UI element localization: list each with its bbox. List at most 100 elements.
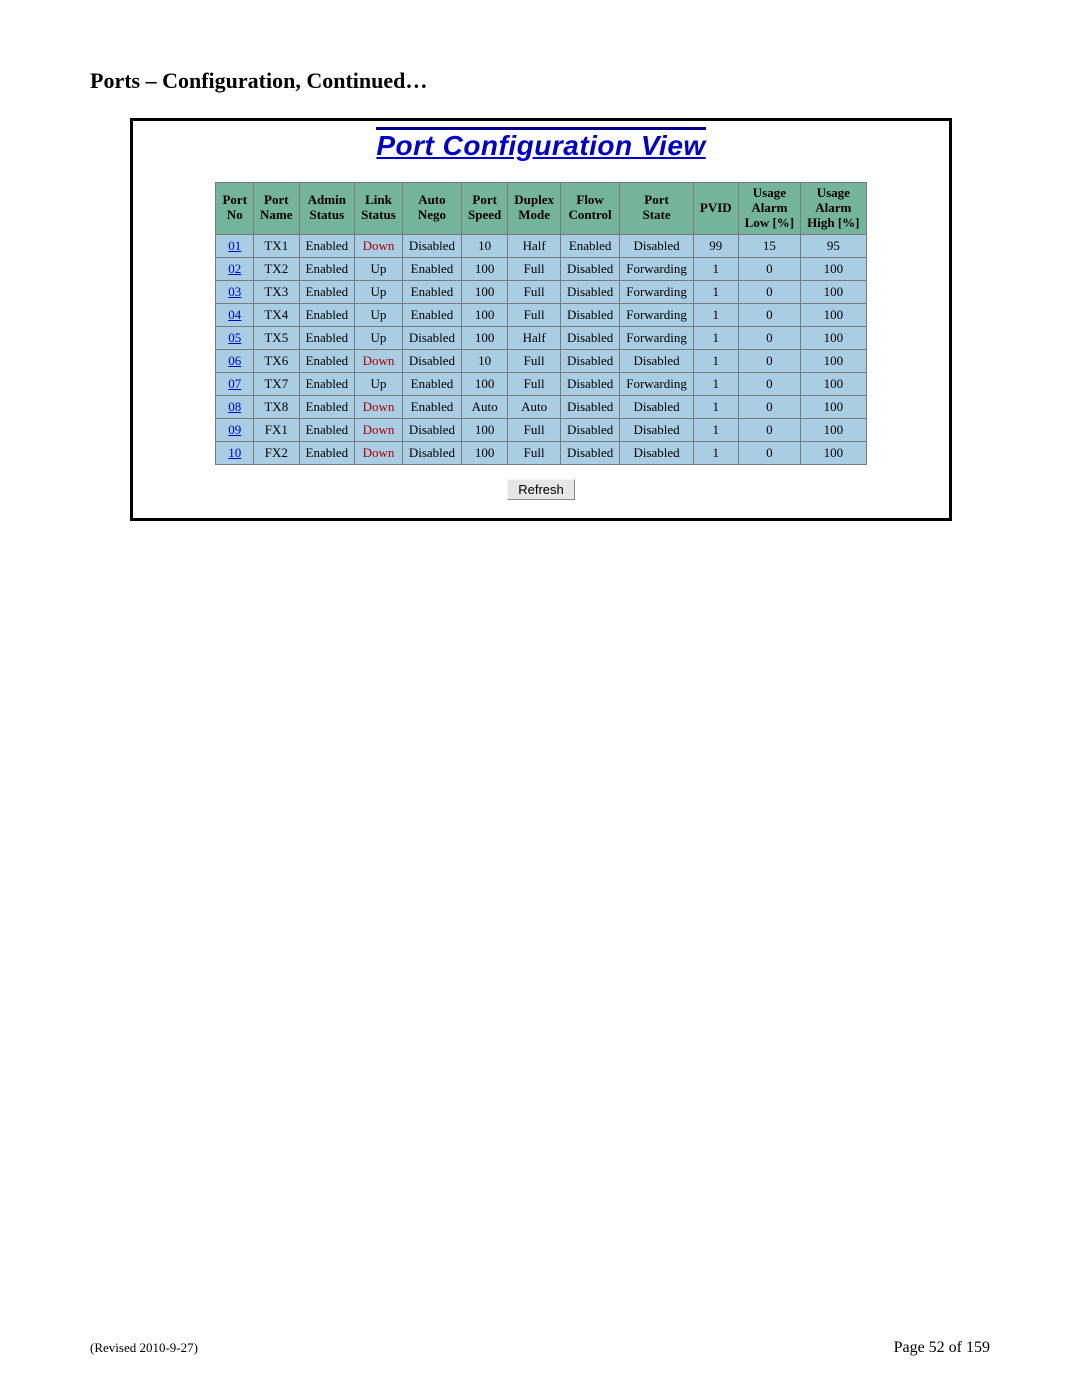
cell-usage-low: 0	[738, 326, 800, 349]
page-footer: (Revised 2010-9-27) Page 52 of 159	[90, 1339, 990, 1357]
table-row: 03TX3EnabledUpEnabled100FullDisabledForw…	[216, 280, 866, 303]
cell-duplex-mode: Full	[508, 257, 561, 280]
cell-port-no: 05	[216, 326, 254, 349]
cell-link-status: Down	[355, 441, 403, 464]
cell-port-no: 08	[216, 395, 254, 418]
cell-admin-status: Enabled	[299, 326, 355, 349]
cell-port-speed: 100	[462, 257, 508, 280]
cell-port-speed: 100	[462, 372, 508, 395]
cell-port-state: Disabled	[620, 234, 694, 257]
table-row: 06TX6EnabledDownDisabled10FullDisabledDi…	[216, 349, 866, 372]
cell-flow-control: Disabled	[561, 257, 620, 280]
cell-port-state: Disabled	[620, 418, 694, 441]
cell-usage-high: 100	[801, 372, 866, 395]
port-number-link[interactable]: 04	[228, 307, 241, 322]
port-number-link[interactable]: 08	[228, 399, 241, 414]
cell-flow-control: Disabled	[561, 395, 620, 418]
table-row: 07TX7EnabledUpEnabled100FullDisabledForw…	[216, 372, 866, 395]
cell-link-status: Down	[355, 418, 403, 441]
cell-port-speed: 10	[462, 349, 508, 372]
cell-usage-high: 100	[801, 349, 866, 372]
cell-port-no: 02	[216, 257, 254, 280]
cell-admin-status: Enabled	[299, 280, 355, 303]
cell-port-no: 03	[216, 280, 254, 303]
port-number-link[interactable]: 10	[228, 445, 241, 460]
cell-port-no: 06	[216, 349, 254, 372]
refresh-button[interactable]: Refresh	[507, 479, 575, 500]
cell-pvid: 1	[693, 372, 738, 395]
port-number-link[interactable]: 05	[228, 330, 241, 345]
column-header: AutoNego	[402, 183, 461, 235]
port-number-link[interactable]: 07	[228, 376, 241, 391]
cell-link-status: Down	[355, 349, 403, 372]
cell-duplex-mode: Half	[508, 326, 561, 349]
cell-pvid: 1	[693, 349, 738, 372]
cell-pvid: 1	[693, 280, 738, 303]
cell-admin-status: Enabled	[299, 372, 355, 395]
cell-flow-control: Disabled	[561, 418, 620, 441]
cell-flow-control: Disabled	[561, 372, 620, 395]
table-row: 09FX1EnabledDownDisabled100FullDisabledD…	[216, 418, 866, 441]
column-header: PortName	[254, 183, 300, 235]
table-row: 02TX2EnabledUpEnabled100FullDisabledForw…	[216, 257, 866, 280]
port-number-link[interactable]: 01	[228, 238, 241, 253]
cell-port-speed: 10	[462, 234, 508, 257]
cell-port-state: Forwarding	[620, 257, 694, 280]
cell-pvid: 1	[693, 303, 738, 326]
cell-usage-low: 0	[738, 257, 800, 280]
cell-port-speed: 100	[462, 441, 508, 464]
cell-flow-control: Disabled	[561, 280, 620, 303]
cell-usage-low: 15	[738, 234, 800, 257]
cell-usage-high: 95	[801, 234, 866, 257]
table-header-row: PortNoPortNameAdminStatusLinkStatusAutoN…	[216, 183, 866, 235]
port-number-link[interactable]: 09	[228, 422, 241, 437]
cell-port-name: TX4	[254, 303, 300, 326]
cell-port-name: TX3	[254, 280, 300, 303]
cell-pvid: 1	[693, 326, 738, 349]
cell-usage-high: 100	[801, 441, 866, 464]
table-header: PortNoPortNameAdminStatusLinkStatusAutoN…	[216, 183, 866, 235]
cell-port-name: TX5	[254, 326, 300, 349]
port-number-link[interactable]: 03	[228, 284, 241, 299]
port-number-link[interactable]: 06	[228, 353, 241, 368]
cell-link-status: Up	[355, 257, 403, 280]
cell-usage-high: 100	[801, 326, 866, 349]
cell-port-speed: 100	[462, 418, 508, 441]
cell-pvid: 1	[693, 257, 738, 280]
column-header: AdminStatus	[299, 183, 355, 235]
cell-port-name: TX7	[254, 372, 300, 395]
cell-auto-nego: Enabled	[402, 257, 461, 280]
cell-port-speed: Auto	[462, 395, 508, 418]
cell-port-state: Forwarding	[620, 280, 694, 303]
cell-duplex-mode: Full	[508, 303, 561, 326]
cell-auto-nego: Enabled	[402, 280, 461, 303]
cell-duplex-mode: Half	[508, 234, 561, 257]
cell-port-name: TX1	[254, 234, 300, 257]
column-header: PortState	[620, 183, 694, 235]
cell-port-state: Forwarding	[620, 326, 694, 349]
cell-pvid: 99	[693, 234, 738, 257]
port-number-link[interactable]: 02	[228, 261, 241, 276]
port-config-table: PortNoPortNameAdminStatusLinkStatusAutoN…	[215, 182, 866, 465]
cell-link-status: Up	[355, 303, 403, 326]
cell-port-no: 01	[216, 234, 254, 257]
cell-port-no: 10	[216, 441, 254, 464]
cell-duplex-mode: Full	[508, 372, 561, 395]
cell-usage-high: 100	[801, 257, 866, 280]
cell-pvid: 1	[693, 441, 738, 464]
cell-link-status: Up	[355, 280, 403, 303]
cell-admin-status: Enabled	[299, 234, 355, 257]
cell-auto-nego: Enabled	[402, 395, 461, 418]
cell-auto-nego: Disabled	[402, 349, 461, 372]
cell-flow-control: Enabled	[561, 234, 620, 257]
cell-auto-nego: Enabled	[402, 372, 461, 395]
cell-auto-nego: Disabled	[402, 234, 461, 257]
cell-admin-status: Enabled	[299, 257, 355, 280]
cell-usage-low: 0	[738, 395, 800, 418]
cell-auto-nego: Disabled	[402, 326, 461, 349]
cell-link-status: Down	[355, 395, 403, 418]
port-config-panel: Port Configuration View PortNoPortNameAd…	[130, 118, 952, 521]
table-row: 01TX1EnabledDownDisabled10HalfEnabledDis…	[216, 234, 866, 257]
cell-port-speed: 100	[462, 303, 508, 326]
table-row: 10FX2EnabledDownDisabled100FullDisabledD…	[216, 441, 866, 464]
